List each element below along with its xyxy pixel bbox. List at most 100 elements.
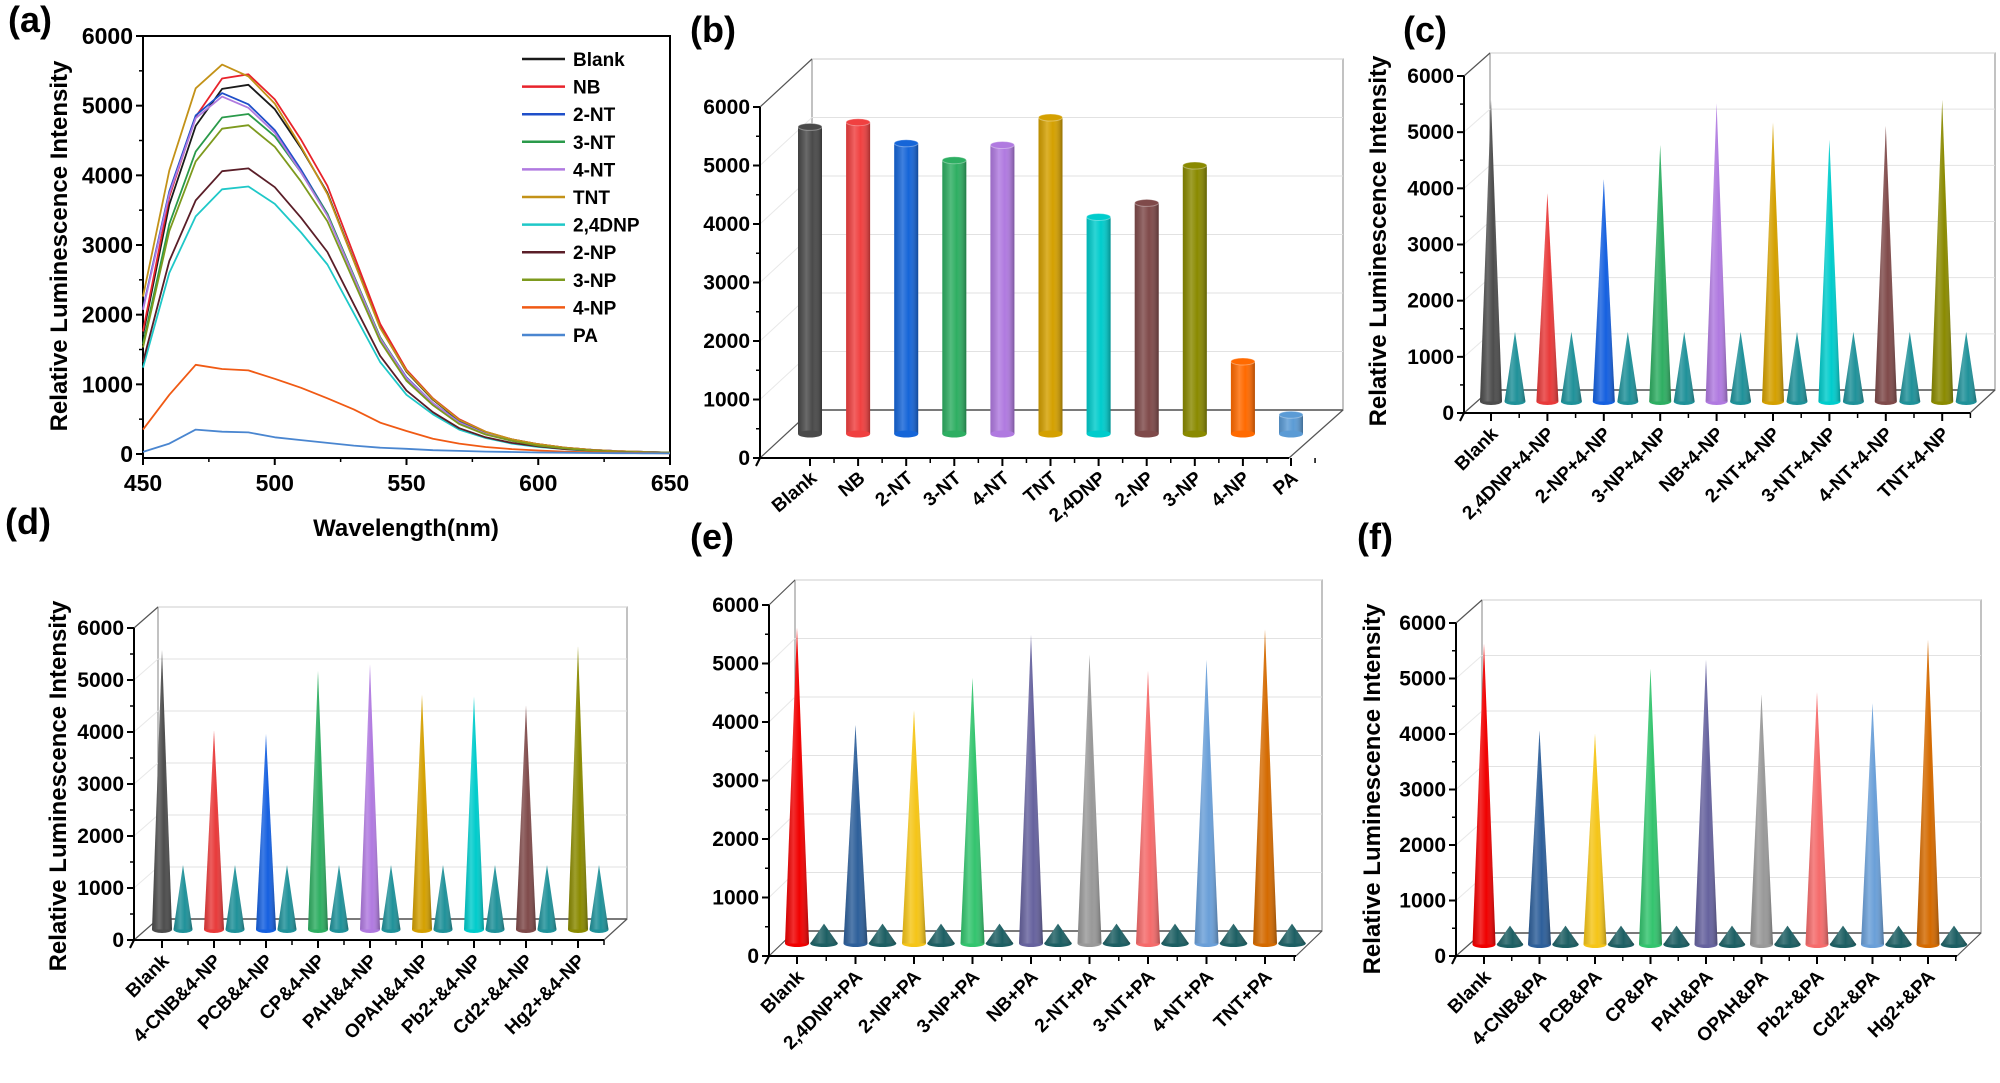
legend-label: 4-NP (573, 298, 617, 319)
cone-shading (1861, 703, 1884, 945)
x-category-label: Blank (757, 966, 809, 1018)
bar-shading (990, 145, 1015, 434)
legend-label: Blank (573, 50, 625, 71)
y-tick-label: 5000 (77, 669, 124, 692)
x-tick-label: 500 (256, 470, 294, 496)
legend-label: 2,4DNP (573, 216, 640, 237)
cone-shading (381, 865, 401, 930)
y-tick-label: 2000 (1399, 834, 1446, 857)
cone-shading (1019, 634, 1043, 944)
side-gridline (1463, 108, 1491, 133)
bar-bottom (990, 430, 1015, 438)
y-tick-label: 4000 (712, 711, 759, 734)
bar-shading (1134, 202, 1159, 434)
bar-bottom (798, 430, 822, 438)
x-axis-label: Wavelength(nm) (313, 515, 499, 542)
depth-edge (1463, 52, 1491, 77)
cone-shading (1102, 923, 1131, 944)
bar-bottom (1134, 430, 1159, 438)
cone-shading (1774, 925, 1801, 945)
bar-bottom (1230, 430, 1255, 438)
cone-shading (1750, 694, 1773, 945)
cone-shading (1560, 331, 1582, 402)
panel-label-b: (b) (690, 9, 736, 50)
cone-shading (589, 865, 609, 930)
bar-shading (942, 160, 967, 434)
bar-top (1086, 212, 1112, 221)
cone-shading (1536, 193, 1559, 402)
y-axis-label: Relative Luminescence Intensity (1359, 603, 1386, 974)
y-tick-label: 2000 (82, 302, 133, 328)
cone-shading (868, 923, 897, 944)
side-gridline (1455, 655, 1483, 679)
cone-shading (1472, 643, 1496, 945)
series-line-10 (142, 428, 671, 455)
legend-label: 3-NT (573, 133, 616, 154)
cone-shading (902, 710, 926, 944)
y-tick-label: 4000 (82, 162, 133, 188)
depth-edge (1288, 409, 1344, 459)
cone-shading (1730, 331, 1752, 402)
cone-shading (1786, 331, 1808, 402)
depth-edge (759, 58, 813, 108)
side-gridline (1463, 164, 1491, 189)
cone-shading (204, 730, 224, 930)
y-tick-label: 6000 (703, 96, 750, 119)
y-axis-label: Relative Luminescence Intensity (1365, 55, 1392, 426)
bar-bottom (1086, 430, 1111, 438)
cone-shading (152, 649, 172, 930)
bar-bottom (1038, 430, 1063, 438)
cone-shading (1916, 639, 1940, 945)
cone-shading (1705, 103, 1728, 402)
y-tick-label: 0 (747, 945, 759, 968)
cone-shading (1955, 331, 1977, 402)
cone-shading (960, 677, 985, 944)
x-category-label: 4-NT (968, 467, 1014, 510)
x-category-label: 3-NP (1159, 468, 1206, 512)
y-tick-label: 5000 (1399, 668, 1446, 691)
x-category-label: 4-NP (1207, 468, 1254, 512)
depth-edge (1956, 932, 1982, 957)
legend-label: 2-NP (573, 243, 617, 264)
depth-edge (133, 606, 159, 629)
cone-shading (843, 724, 868, 944)
x-tick-label: 550 (387, 470, 425, 496)
legend-label: 3-NP (573, 271, 617, 292)
y-axis-label: Relative Luminescence Intensity (46, 60, 73, 431)
bar-top (893, 139, 919, 148)
y-tick-label: 4000 (77, 721, 124, 744)
x-category-label: Blank (1451, 423, 1503, 475)
cone-shading (1885, 925, 1912, 945)
side-gridline (133, 814, 159, 837)
bar-top (1038, 113, 1063, 122)
cone-shading (537, 865, 557, 930)
legend-label: 4-NT (573, 160, 616, 181)
cone-shading (1649, 144, 1672, 402)
y-tick-label: 5000 (1407, 121, 1454, 144)
y-tick-label: 0 (112, 929, 124, 952)
cone-shading (1552, 925, 1579, 945)
x-category-label: 4-NT+PA (1148, 966, 1218, 1036)
bar-bottom (1279, 430, 1303, 438)
x-category-label: PA (1270, 468, 1303, 500)
cone-shading (1805, 691, 1829, 945)
y-tick-label: 2000 (712, 828, 759, 851)
bar-shading (1086, 216, 1111, 434)
depth-edge (1455, 599, 1483, 624)
panel-d-cone-chart: 0100020003000400050006000Blank4-CNB&4-NP… (45, 600, 628, 1047)
y-tick-label: 0 (120, 441, 133, 467)
legend-label: PA (573, 326, 598, 347)
x-category-label: Blank (1444, 966, 1496, 1018)
series-line-8 (142, 124, 670, 454)
bar-shading (798, 126, 822, 434)
y-tick-label: 5000 (703, 155, 750, 178)
x-category-label: 2-NT (872, 467, 918, 510)
bar-top (1230, 357, 1256, 366)
bar-shading (894, 143, 919, 434)
side-gridline (1455, 710, 1483, 735)
x-tick (1459, 412, 1465, 422)
side-gridline (133, 658, 159, 681)
cone-shading (277, 865, 297, 930)
y-tick-label: 0 (738, 447, 750, 470)
cone-shading (433, 865, 453, 930)
